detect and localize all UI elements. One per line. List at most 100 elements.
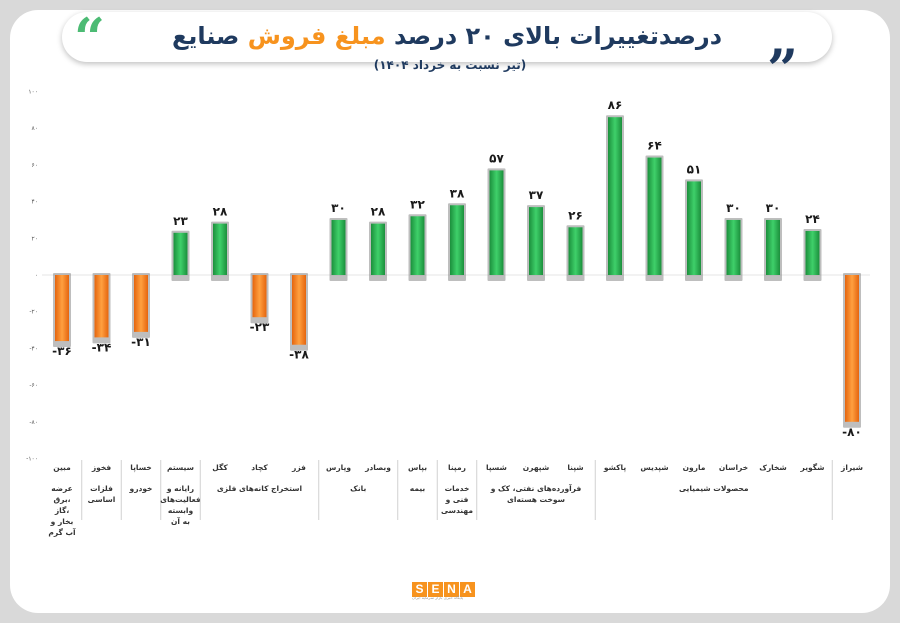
- bar-value-label: ۲۸: [213, 205, 228, 219]
- bar-value-label: ۳۰: [331, 201, 346, 215]
- category-label: شخارک: [759, 463, 787, 472]
- y-tick-label: -۲۰: [29, 309, 38, 316]
- bar-value-label: ۳۰: [726, 201, 741, 215]
- bar: [568, 227, 583, 275]
- group-label: رایانه و: [166, 484, 194, 493]
- group-label: سوخت هسته‌ای: [507, 495, 565, 504]
- group-label: فنی و: [445, 495, 469, 504]
- y-tick-label: ۴۰: [32, 199, 38, 206]
- group-label: خدمات: [445, 484, 470, 493]
- quote-close-icon: „: [768, 6, 800, 70]
- y-tick-label: ۰: [35, 272, 38, 279]
- y-tick-label: -۱۰۰: [26, 456, 38, 463]
- bar-value-label: ۸۶: [608, 98, 623, 112]
- bar: [173, 232, 188, 275]
- category-label: سیستم: [167, 463, 194, 472]
- category-label: شگویر: [800, 463, 825, 472]
- bar: [805, 230, 820, 275]
- category-label: فخوز: [91, 463, 111, 472]
- quote-open-icon: “: [74, 6, 106, 70]
- bar-value-label: -۳۴: [92, 340, 112, 354]
- category-label: شپهرن: [523, 463, 549, 472]
- bar-value-label: ۳۲: [410, 197, 425, 211]
- bar-value-label: ۳۷: [529, 188, 544, 202]
- category-label: شپنا: [567, 463, 583, 472]
- y-tick-label: -۶۰: [29, 382, 38, 389]
- category-label: وبصادر: [364, 463, 391, 472]
- bar-value-label: -۲۳: [250, 320, 270, 334]
- bar: [252, 275, 267, 318]
- group-label: بیمه: [410, 484, 426, 493]
- category-label: پاکشو: [603, 463, 627, 472]
- category-label: خراسان: [719, 463, 748, 472]
- bar-value-label: ۵۷: [489, 151, 504, 165]
- category-label: مارون: [683, 463, 706, 472]
- bar-value-label: ۲۶: [568, 208, 583, 222]
- y-tick-label: -۸۰: [29, 419, 38, 426]
- category-label: فزر: [291, 463, 306, 472]
- group-label: فلزات: [90, 484, 113, 493]
- category-label: خساپا: [130, 463, 152, 472]
- bar: [371, 223, 385, 275]
- bar-value-label: ۵۱: [687, 162, 702, 176]
- bar: [213, 223, 227, 275]
- bar: [845, 275, 859, 422]
- group-label: فعالیت‌های: [160, 495, 201, 504]
- group-label: وابسته: [168, 506, 194, 515]
- y-tick-label: ۸۰: [32, 125, 38, 132]
- y-tick-label: ۲۰: [32, 235, 38, 242]
- category-label: رمپنا: [448, 463, 466, 472]
- group-label: فرآورده‌های نفتی، کک و: [490, 483, 582, 493]
- bar: [292, 275, 306, 345]
- bar: [766, 219, 780, 275]
- category-label: شپدیس: [640, 463, 668, 472]
- bar: [450, 205, 464, 275]
- y-tick-label: ۱۰۰: [28, 89, 38, 96]
- logo-tagline: پایگاه خبری بازار سرمایه ایران: [412, 595, 464, 600]
- y-tick-label: ۶۰: [32, 162, 38, 169]
- bar-value-label: ۳۸: [450, 186, 465, 200]
- y-tick-label: -۴۰: [29, 345, 38, 352]
- category-label: کچاد: [251, 463, 268, 472]
- bar: [55, 275, 69, 342]
- bar-value-label: ۶۴: [647, 139, 662, 153]
- group-label: آب گرم: [48, 527, 76, 537]
- bar: [647, 157, 662, 275]
- bar-value-label: ۲۳: [173, 214, 188, 228]
- chart-subtitle: (تیر نسبت به خرداد ۱۴۰۴): [373, 58, 527, 72]
- group-label: بانک: [350, 484, 366, 493]
- group-label: مهندسی: [441, 506, 473, 515]
- bar: [529, 207, 543, 275]
- bar-value-label: ۲۸: [371, 205, 386, 219]
- category-label: شیراز: [840, 463, 863, 472]
- category-label: شسپا: [486, 463, 507, 472]
- category-label: مبین: [53, 463, 71, 472]
- group-label: استخراج کانه‌های فلزی: [217, 484, 302, 493]
- category-label: کگل: [212, 463, 228, 472]
- bar: [687, 181, 701, 275]
- chart-card: [10, 10, 890, 613]
- bar-value-label: -۳۱: [131, 335, 151, 349]
- group-label: به آن: [171, 516, 190, 526]
- group-label: عرضه: [51, 484, 73, 493]
- chart-title: درصدتغییرات بالای ۲۰ درصد مبلغ فروش صنای…: [62, 12, 832, 62]
- title-highlight: مبلغ فروش: [247, 22, 386, 50]
- bar-value-label: ۲۴: [805, 212, 820, 226]
- group-label: بخار و: [50, 517, 74, 526]
- bar-value-label: -۳۶: [52, 344, 72, 358]
- bar: [94, 275, 109, 338]
- bar: [410, 216, 425, 275]
- bar: [726, 219, 741, 275]
- group-label: گاز،: [54, 506, 70, 515]
- bar: [134, 275, 148, 332]
- group-label: خودرو: [129, 484, 153, 493]
- bar-value-label: -۸۰: [842, 425, 862, 439]
- bar: [489, 170, 504, 275]
- group-label: برق،: [53, 495, 70, 504]
- bar: [331, 219, 346, 275]
- category-label: بپاس: [408, 463, 427, 472]
- bar: [608, 117, 622, 275]
- category-label: وپارس: [326, 463, 351, 472]
